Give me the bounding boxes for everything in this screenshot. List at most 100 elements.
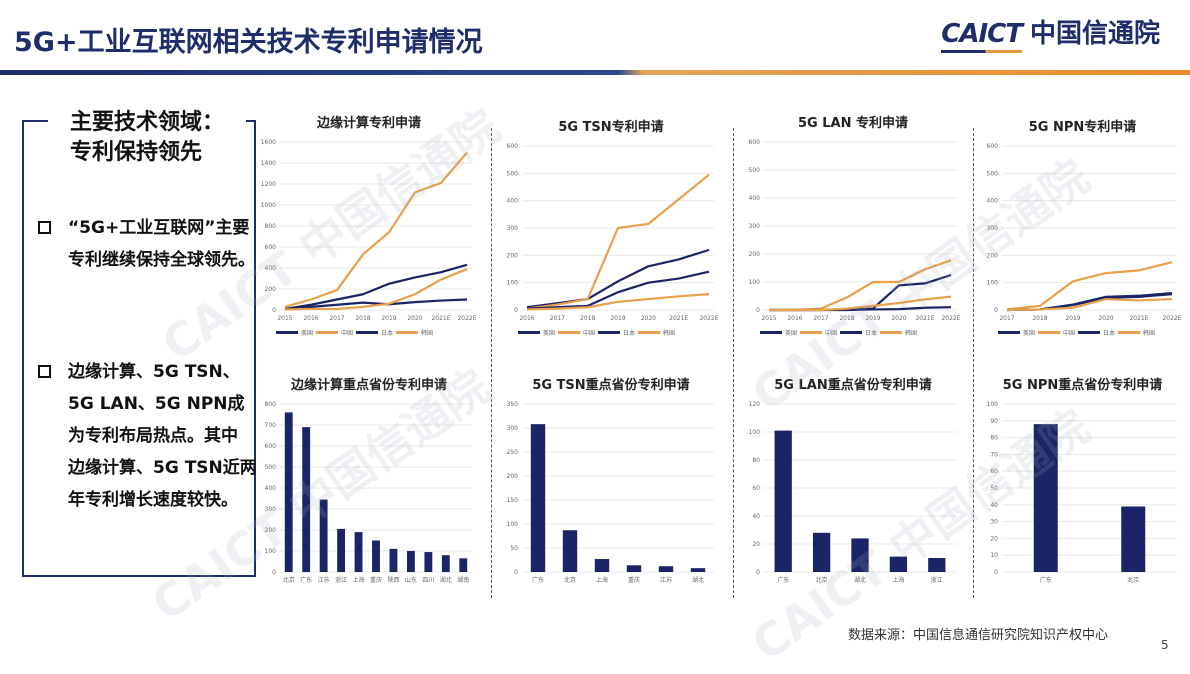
svg-text:0: 0 [994,307,998,314]
svg-text:2017: 2017 [999,315,1014,322]
svg-text:120: 120 [749,401,761,408]
line-chart-5g-npn: 5G NPN专利申请 0 100 200 300 400 500 600 2017 2018 201… [980,112,1185,340]
legend-swatch [1118,331,1141,334]
legend-label: 韩国 [1143,330,1156,337]
svg-text:200: 200 [749,251,761,258]
svg-text:2015: 2015 [761,315,776,322]
chart-title: 5G NPN专利申请 [1028,120,1137,135]
legend-swatch [1038,331,1061,334]
line-chart-5g-lan: 5G LAN 专利申请 0 100 200 300 400 500 600 2015 2016 20… [742,108,964,340]
chart-plot: 0 100 200 300 400 500 600 700 800 北京 广东 江苏 浙江 上海 重庆 陕西山… [265,401,472,584]
bar-chart-5g-tsn-provinces: 5G TSN重点省份专利申请 0 50 100 150 200 250 300 350 广东 北京 上… [500,370,722,590]
svg-text:2021E: 2021E [431,315,450,322]
svg-text:重庆: 重庆 [370,576,382,584]
page-number: 5 [1161,638,1169,652]
svg-text:800: 800 [265,223,277,230]
svg-text:江苏: 江苏 [318,576,330,584]
chart-title: 边缘计算重点省份专利申请 [290,378,447,393]
svg-text:2019: 2019 [610,315,625,322]
chart-plot: 0 100 200 300 400 500 600 2017 2018 2019 2020 2021E… [987,143,1182,322]
svg-text:2021E: 2021E [669,315,688,322]
svg-text:2018: 2018 [1032,315,1047,322]
line-chart-edge-computing: 边缘计算专利申请 0 200 400 600 800 1000 1200 1400 1600 201… [258,108,480,340]
legend-label: 美国 [301,330,314,337]
legend-label: 韩国 [905,330,918,337]
legend-label: 中国 [825,330,838,337]
svg-text:上海: 上海 [596,576,608,584]
chart-title: 5G TSN专利申请 [558,120,664,135]
svg-text:浙江: 浙江 [931,576,943,584]
svg-text:广东: 广东 [300,576,312,584]
legend-swatch [998,331,1020,334]
svg-text:2021E: 2021E [1129,315,1148,322]
caict-logo: CAICT 中国信通院 [941,19,1160,53]
page-title: 5G+工业互联网相关技术专利申请情况 [14,27,483,58]
svg-text:200: 200 [507,473,519,480]
chart-plot: 0 50 100 150 200 250 300 350 广东 北京 上海 重庆 江苏 湖北 [507,401,714,584]
svg-text:2022E: 2022E [1162,315,1181,322]
bar-chart-5g-lan-provinces: 5G LAN重点省份专利申请 0 20 40 60 80 100 120 广东 北京 湖北 上海 浙江 [742,370,964,590]
legend-label: 美国 [1023,330,1036,337]
bullet-text: 边缘计算、5G TSN、5G LAN、5G NPN成为专利布局热点。其中 边缘计… [68,362,257,510]
line-chart-5g-tsn: 5G TSN专利申请 0 100 200 300 400 500 600 2016 2017 201… [500,112,722,340]
svg-text:300: 300 [507,225,519,232]
column-divider [491,128,492,598]
svg-text:30: 30 [990,519,998,526]
svg-text:80: 80 [990,435,998,442]
svg-text:100: 100 [749,429,761,436]
chart-title: 5G NPN重点省份专利申请 [1002,378,1163,393]
svg-text:10: 10 [990,552,998,559]
svg-text:500: 500 [987,170,999,177]
square-bullet-icon [38,365,51,378]
chart-legend: 美国 中国 日本 韩国 [518,328,675,337]
svg-text:2017: 2017 [329,315,344,322]
svg-text:2018: 2018 [355,315,370,322]
svg-text:200: 200 [507,252,519,259]
legend-swatch [518,331,540,334]
svg-text:1000: 1000 [261,202,276,209]
svg-text:700: 700 [265,422,277,429]
svg-text:60: 60 [990,468,998,475]
svg-text:50: 50 [510,545,518,552]
svg-text:重庆: 重庆 [628,576,640,584]
panel-title-line2: 专利保持领先 [70,140,203,165]
square-bullet-icon [38,221,51,234]
svg-text:浙江: 浙江 [335,576,347,584]
svg-text:0: 0 [272,569,276,576]
panel-border-top-left [22,120,48,122]
svg-text:2020: 2020 [641,315,656,322]
svg-text:100: 100 [507,521,519,528]
svg-text:2017: 2017 [550,315,565,322]
svg-text:300: 300 [749,223,761,230]
svg-text:200: 200 [265,286,277,293]
bar-chart-5g-npn-provinces: 5G NPN重点省份专利申请 0 10 20 30 40 50 60 70 80 90 100 广东 北京 [980,370,1185,590]
chart-plot: 0 100 200 300 400 500 600 2015 2016 2017 2018 2019 2… [749,139,961,322]
svg-text:2016: 2016 [787,315,802,322]
svg-text:2019: 2019 [865,315,880,322]
svg-text:2016: 2016 [303,315,318,322]
svg-text:2020: 2020 [407,315,422,322]
column-divider [973,128,974,598]
svg-text:80: 80 [752,457,760,464]
svg-text:500: 500 [265,464,277,471]
svg-text:广东: 广东 [532,576,544,584]
svg-text:0: 0 [994,569,998,576]
svg-text:100: 100 [265,548,277,555]
logo-cn: 中国信通院 [1029,19,1160,49]
svg-text:0: 0 [272,307,276,314]
svg-text:200: 200 [265,527,277,534]
chart-plot: 0 100 200 300 400 500 600 2016 2017 2018 2019 2020 2… [507,143,719,322]
svg-text:200: 200 [987,252,999,259]
chart-legend: 美国 中国 日本 韩国 [998,328,1155,337]
chart-plot: 0 10 20 30 40 50 60 70 80 90 100 广东 北京 [987,401,1177,584]
chart-title: 边缘计算专利申请 [316,116,421,131]
legend-label: 韩国 [421,330,434,337]
chart-plot: 0 200 400 600 800 1000 1200 1400 1600 2015 2016 201… [261,139,477,322]
svg-text:2021E: 2021E [915,315,934,322]
svg-text:1200: 1200 [261,181,276,188]
svg-text:100: 100 [507,280,519,287]
svg-text:2018: 2018 [580,315,595,322]
chart-legend: 美国 中国 日本 韩国 [760,328,917,337]
svg-text:山东: 山东 [405,576,417,584]
svg-text:40: 40 [752,513,760,520]
